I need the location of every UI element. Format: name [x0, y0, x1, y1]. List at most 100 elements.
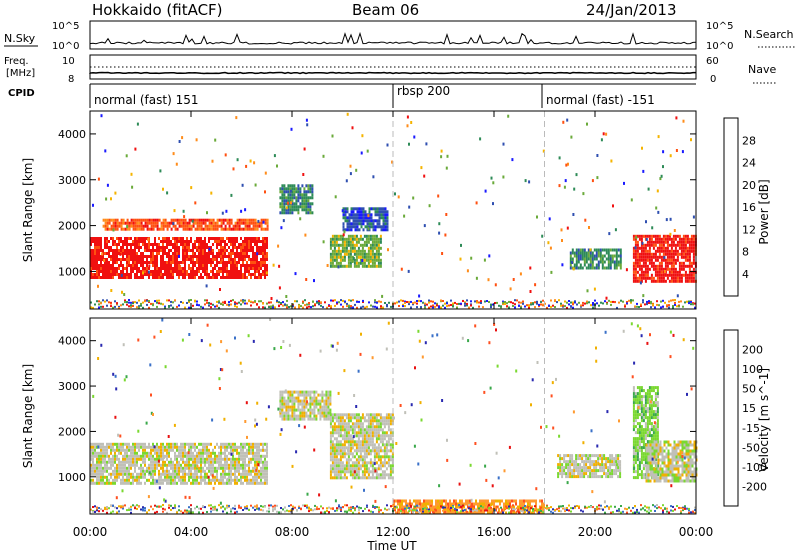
data-cell [363, 419, 366, 423]
data-cell [534, 306, 536, 309]
data-cell [182, 255, 184, 258]
data-cell [357, 449, 360, 453]
data-cell [258, 276, 260, 279]
data-cell [341, 209, 344, 213]
data-cell [172, 445, 174, 449]
data-cell [346, 302, 348, 305]
data-cell [682, 234, 685, 238]
data-cell [162, 224, 165, 228]
data-cell [106, 454, 108, 458]
data-cell [154, 267, 156, 270]
data-cell [378, 222, 381, 226]
data-cell [362, 219, 365, 223]
data-cell [136, 240, 138, 243]
data-cell [358, 228, 361, 232]
data-cell [670, 255, 673, 259]
data-cell [100, 261, 102, 264]
data-cell [642, 252, 645, 256]
data-cell [361, 461, 364, 465]
data-cell [204, 218, 207, 222]
data-cell [353, 473, 356, 477]
data-cell [220, 466, 222, 470]
data-cell [122, 273, 124, 276]
data-cell [242, 457, 244, 461]
data-cell [349, 443, 352, 447]
data-cell [152, 448, 154, 452]
data-cell [666, 246, 669, 250]
data-cell [260, 300, 262, 303]
data-cell [646, 267, 649, 271]
data-cell [349, 440, 352, 444]
data-cell [188, 243, 190, 246]
data-cell [136, 255, 138, 258]
data-cell [160, 270, 162, 273]
data-cell [363, 452, 366, 456]
data-cell [355, 249, 358, 253]
data-cell [676, 252, 679, 256]
data-cell [122, 463, 124, 467]
data-cell [198, 264, 200, 267]
data-cell [264, 448, 266, 452]
data-cell [424, 306, 426, 309]
data-cell [142, 466, 144, 470]
data-cell [160, 454, 162, 458]
data-cell [240, 448, 242, 452]
data-cell [386, 210, 389, 214]
data-cell [684, 276, 687, 280]
data-cell [321, 414, 324, 418]
data-cell [136, 301, 138, 304]
data-cell [224, 255, 226, 258]
data-cell [104, 240, 106, 243]
data-cell [322, 240, 325, 244]
data-cell [226, 448, 228, 452]
data-cell [262, 454, 264, 458]
data-cell [172, 466, 174, 470]
data-cell [670, 264, 673, 268]
data-cell [597, 260, 600, 264]
data-cell [375, 431, 378, 435]
data-cell [652, 234, 655, 238]
data-cell [198, 227, 201, 231]
data-cell [120, 261, 122, 264]
data-cell [130, 451, 132, 455]
data-cell [329, 416, 332, 420]
data-cell [200, 243, 202, 246]
data-cell [365, 234, 368, 238]
data-cell [119, 252, 122, 256]
data-cell [339, 255, 342, 259]
data-cell [630, 300, 632, 303]
data-cell [202, 445, 204, 449]
data-cell [92, 466, 94, 470]
data-cell [160, 258, 162, 261]
data-cell [230, 442, 232, 446]
data-cell [678, 261, 681, 265]
data-cell [355, 416, 358, 420]
data-cell [373, 246, 376, 250]
data-cell [351, 464, 354, 468]
data-cell [676, 249, 679, 253]
data-cell [214, 466, 216, 470]
data-cell [98, 475, 100, 479]
data-cell [136, 454, 138, 458]
data-cell [644, 303, 646, 306]
data-cell [345, 413, 348, 417]
data-cell [174, 261, 176, 264]
data-cell [226, 218, 229, 222]
data-cell [640, 305, 642, 307]
data-cell [586, 300, 588, 303]
data-cell [352, 216, 355, 220]
data-cell [291, 205, 294, 209]
data-cell [460, 243, 462, 247]
data-cell [232, 167, 235, 171]
data-cell [232, 261, 234, 264]
data-cell [260, 252, 262, 255]
data-cell [264, 442, 266, 446]
data-cell [365, 419, 368, 423]
data-cell [250, 460, 252, 464]
data-cell [172, 475, 174, 479]
data-cell [190, 267, 192, 270]
data-cell [309, 408, 312, 412]
data-cell [450, 299, 452, 302]
data-cell [200, 258, 202, 261]
data-cell [361, 252, 364, 256]
